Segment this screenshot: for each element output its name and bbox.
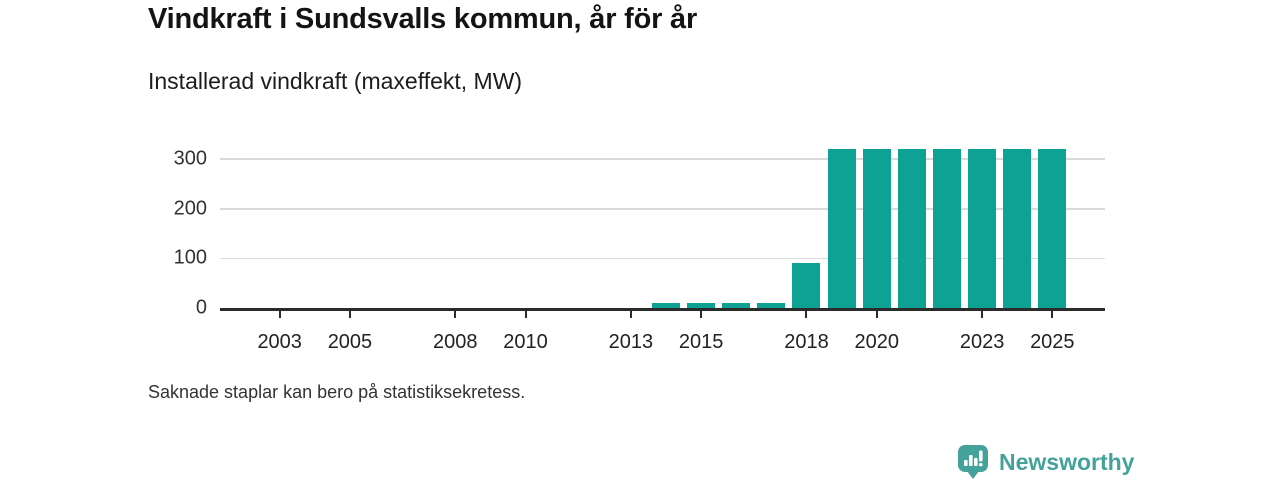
y-axis-label-0: 0 <box>195 296 207 319</box>
footnote: Saknade staplar kan bero på statistiksek… <box>148 382 526 402</box>
x-tick-2020 <box>875 311 878 318</box>
x-axis-label-2005: 2005 <box>327 331 373 353</box>
bar-2015 <box>687 303 716 308</box>
x-axis-label-2003: 2003 <box>257 331 302 353</box>
x-axis-label-2025: 2025 <box>1030 331 1075 353</box>
x-tick-2008 <box>454 311 457 318</box>
bar-2021 <box>897 149 926 308</box>
plot-area: 0 100 200 300 2003 2005 2008 2010 2013 2015 2018 20… <box>174 147 1105 353</box>
x-axis-label-2008: 2008 <box>433 331 478 353</box>
bar-2017 <box>757 303 786 308</box>
bar-2018 <box>792 263 821 308</box>
x-axis-label-2018: 2018 <box>784 331 829 353</box>
x-tick-2003 <box>278 311 281 318</box>
x-axis-label-2013: 2013 <box>608 331 654 353</box>
x-axis-line <box>220 308 1105 311</box>
x-axis-label-2010: 2010 <box>503 331 548 353</box>
y-axis-label-300: 300 <box>173 147 207 170</box>
bar-2019 <box>827 149 856 308</box>
bar-2014 <box>652 303 680 308</box>
y-axis-label-200: 200 <box>173 197 207 220</box>
bar-2022 <box>932 149 961 308</box>
page-title: Vindkraft i Sundsvalls kommun, år för år <box>148 3 698 35</box>
x-tick-2013 <box>629 311 632 318</box>
x-axis-label-2015: 2015 <box>678 331 724 353</box>
x-tick-2015 <box>700 311 703 318</box>
x-axis-label-2020: 2020 <box>854 331 899 353</box>
bar-2020 <box>862 149 891 308</box>
x-tick-2005 <box>348 311 351 318</box>
branding-name: Newsworthy <box>999 448 1135 475</box>
x-tick-2010 <box>524 311 527 318</box>
bar-2024 <box>1003 149 1032 308</box>
branding: Newsworthy <box>956 443 1134 480</box>
y-axis-label-100: 100 <box>173 246 207 269</box>
gridline-300 <box>220 158 1105 160</box>
bar-2025 <box>1038 149 1067 308</box>
x-tick-2023 <box>981 311 984 318</box>
x-tick-2018 <box>805 311 808 318</box>
gridline-200 <box>220 208 1105 210</box>
gridline-100 <box>220 257 1105 260</box>
x-tick-2025 <box>1051 311 1054 318</box>
chart-subtitle: Installerad vindkraft (maxeffekt, MW) <box>148 68 523 94</box>
x-axis-label-2023: 2023 <box>959 331 1005 353</box>
bar-chart-pin-icon <box>958 445 988 479</box>
bar-2023 <box>968 149 997 308</box>
bar-2016 <box>722 303 751 308</box>
